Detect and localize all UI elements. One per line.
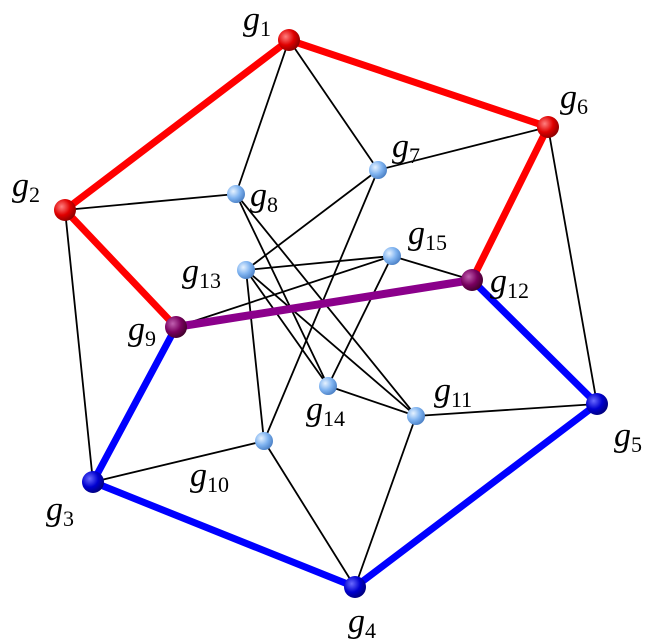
edge-g2-g9 <box>61 206 180 331</box>
node-g12 <box>461 269 483 291</box>
node-g5 <box>586 393 608 415</box>
edge-g3-g4 <box>89 478 359 591</box>
node-label-g1: g1 <box>243 1 271 41</box>
labels-layer: g1 g2 g3 g4 g5 g6 g7 g8 g9 g10 g11 g12 g13 g14 g15 <box>12 1 642 642</box>
edge-g14-g11 <box>327 385 417 417</box>
edge-g2-g8 <box>64 193 237 211</box>
node-label-g6: g6 <box>560 79 588 119</box>
edge-g1-g2 <box>61 36 293 214</box>
node-g14 <box>319 377 337 395</box>
node-g1 <box>278 29 300 51</box>
edge-g11-g5 <box>415 403 598 417</box>
node-g2 <box>54 199 76 221</box>
node-label-g4: g4 <box>348 603 376 642</box>
node-g11 <box>407 407 425 425</box>
node-g15 <box>383 247 401 265</box>
node-g10 <box>255 432 273 450</box>
node-label-g14: g14 <box>306 391 345 431</box>
node-label-g11: g11 <box>434 372 472 412</box>
node-g9 <box>165 316 187 338</box>
node-label-g3: g3 <box>46 491 74 531</box>
node-label-g15: g15 <box>408 215 447 255</box>
edge-g13-g10 <box>245 269 265 442</box>
node-g3 <box>82 471 104 493</box>
edge-g1-g7 <box>288 39 379 171</box>
edge-g15-g14 <box>327 255 393 387</box>
node-g8 <box>227 185 245 203</box>
node-label-g9: g9 <box>128 311 156 351</box>
edge-g7-g13 <box>245 169 379 271</box>
edge-g9-g3 <box>89 323 180 486</box>
edge-g13-g15 <box>245 255 393 271</box>
node-label-g13: g13 <box>182 253 221 293</box>
nodes-layer <box>54 29 608 598</box>
node-label-g10: g10 <box>190 457 229 497</box>
node-g13 <box>237 261 255 279</box>
edge-g8-g14 <box>235 193 329 387</box>
edge-g6-g5 <box>547 126 598 405</box>
edge-g5-g12 <box>468 276 601 408</box>
node-label-g12: g12 <box>490 263 529 303</box>
edge-g10-g3 <box>92 440 265 483</box>
node-g4 <box>344 576 366 598</box>
edge-g1-g8 <box>235 39 290 195</box>
node-label-g7: g7 <box>392 128 420 168</box>
node-g6 <box>537 116 559 138</box>
edge-g10-g4 <box>263 440 356 588</box>
edge-g6-g12 <box>468 123 552 284</box>
node-g7 <box>369 161 387 179</box>
edge-g11-g4 <box>354 415 417 588</box>
edge-g13-g14 <box>245 269 329 387</box>
edge-g9-g15 <box>175 255 393 328</box>
edge-g4-g5 <box>351 400 601 591</box>
node-label-g5: g5 <box>614 417 642 457</box>
node-label-g8: g8 <box>250 177 278 217</box>
edges-layer <box>61 36 601 591</box>
edge-g2-g3 <box>64 209 94 483</box>
edge-g6-g7 <box>377 126 549 171</box>
edge-g1-g6 <box>285 36 552 131</box>
edge-g15-g12 <box>391 255 473 281</box>
node-label-g2: g2 <box>12 167 40 207</box>
edge-g9-g12 <box>172 276 476 331</box>
